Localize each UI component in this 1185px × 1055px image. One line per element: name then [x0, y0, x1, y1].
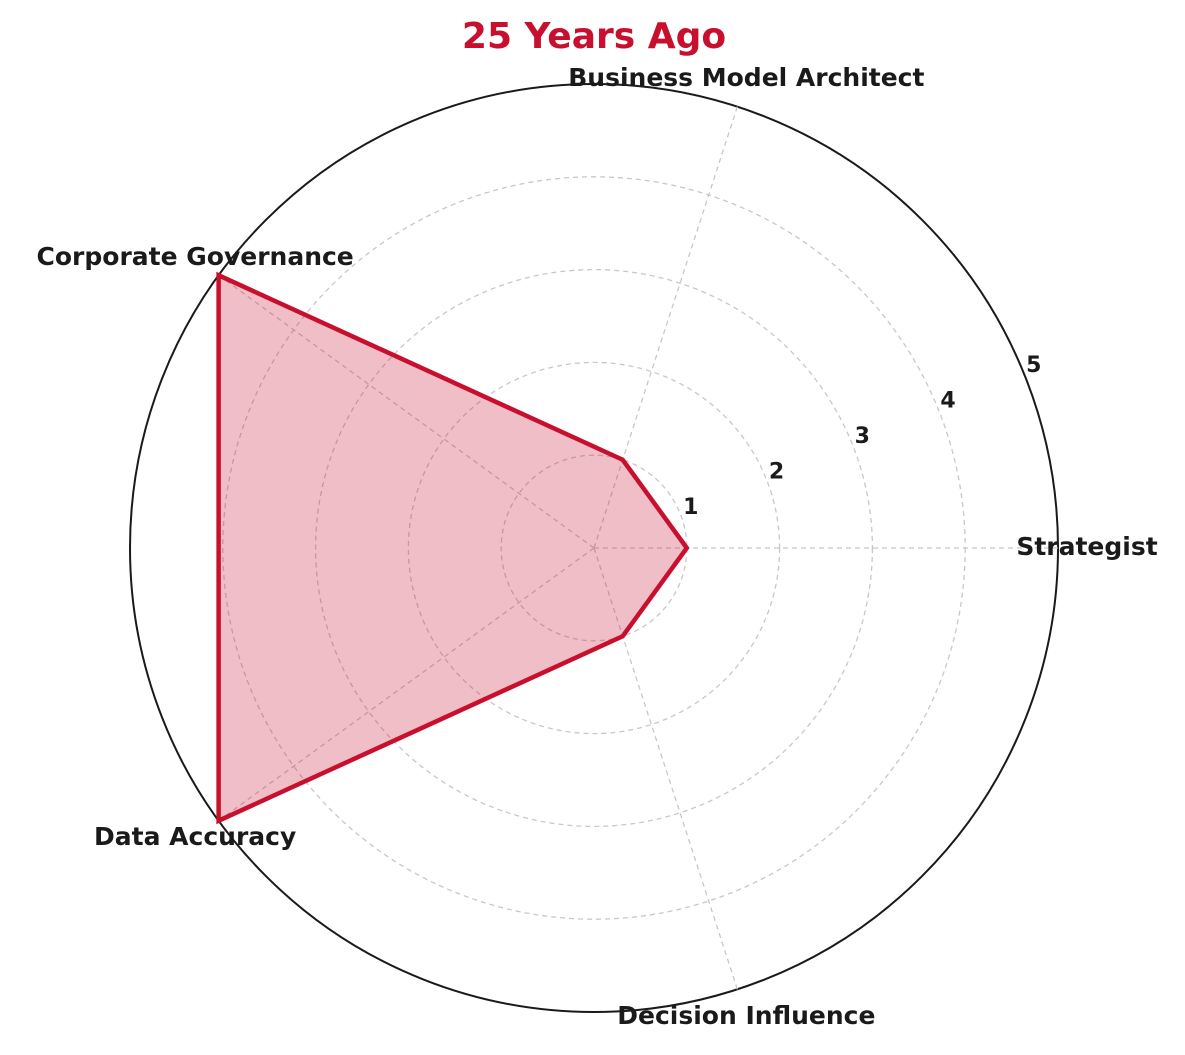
- category-label: Business Model Architect: [568, 63, 924, 92]
- r-tick-label: 5: [1026, 353, 1041, 378]
- r-tick-label: 4: [940, 388, 955, 413]
- category-label: Data Accuracy: [94, 822, 296, 851]
- category-label: Strategist: [1016, 532, 1157, 561]
- category-label: Corporate Governance: [37, 242, 354, 271]
- chart-title: 25 Years Ago: [462, 16, 726, 57]
- r-tick-label: 2: [769, 459, 784, 484]
- grid-circle: [314, 268, 874, 828]
- r-tick-label: 3: [855, 424, 870, 449]
- r-tick-label: 1: [683, 495, 698, 520]
- category-label: Decision Influence: [617, 1001, 875, 1030]
- radar-area: [216, 271, 690, 825]
- grid-circle: [407, 361, 781, 735]
